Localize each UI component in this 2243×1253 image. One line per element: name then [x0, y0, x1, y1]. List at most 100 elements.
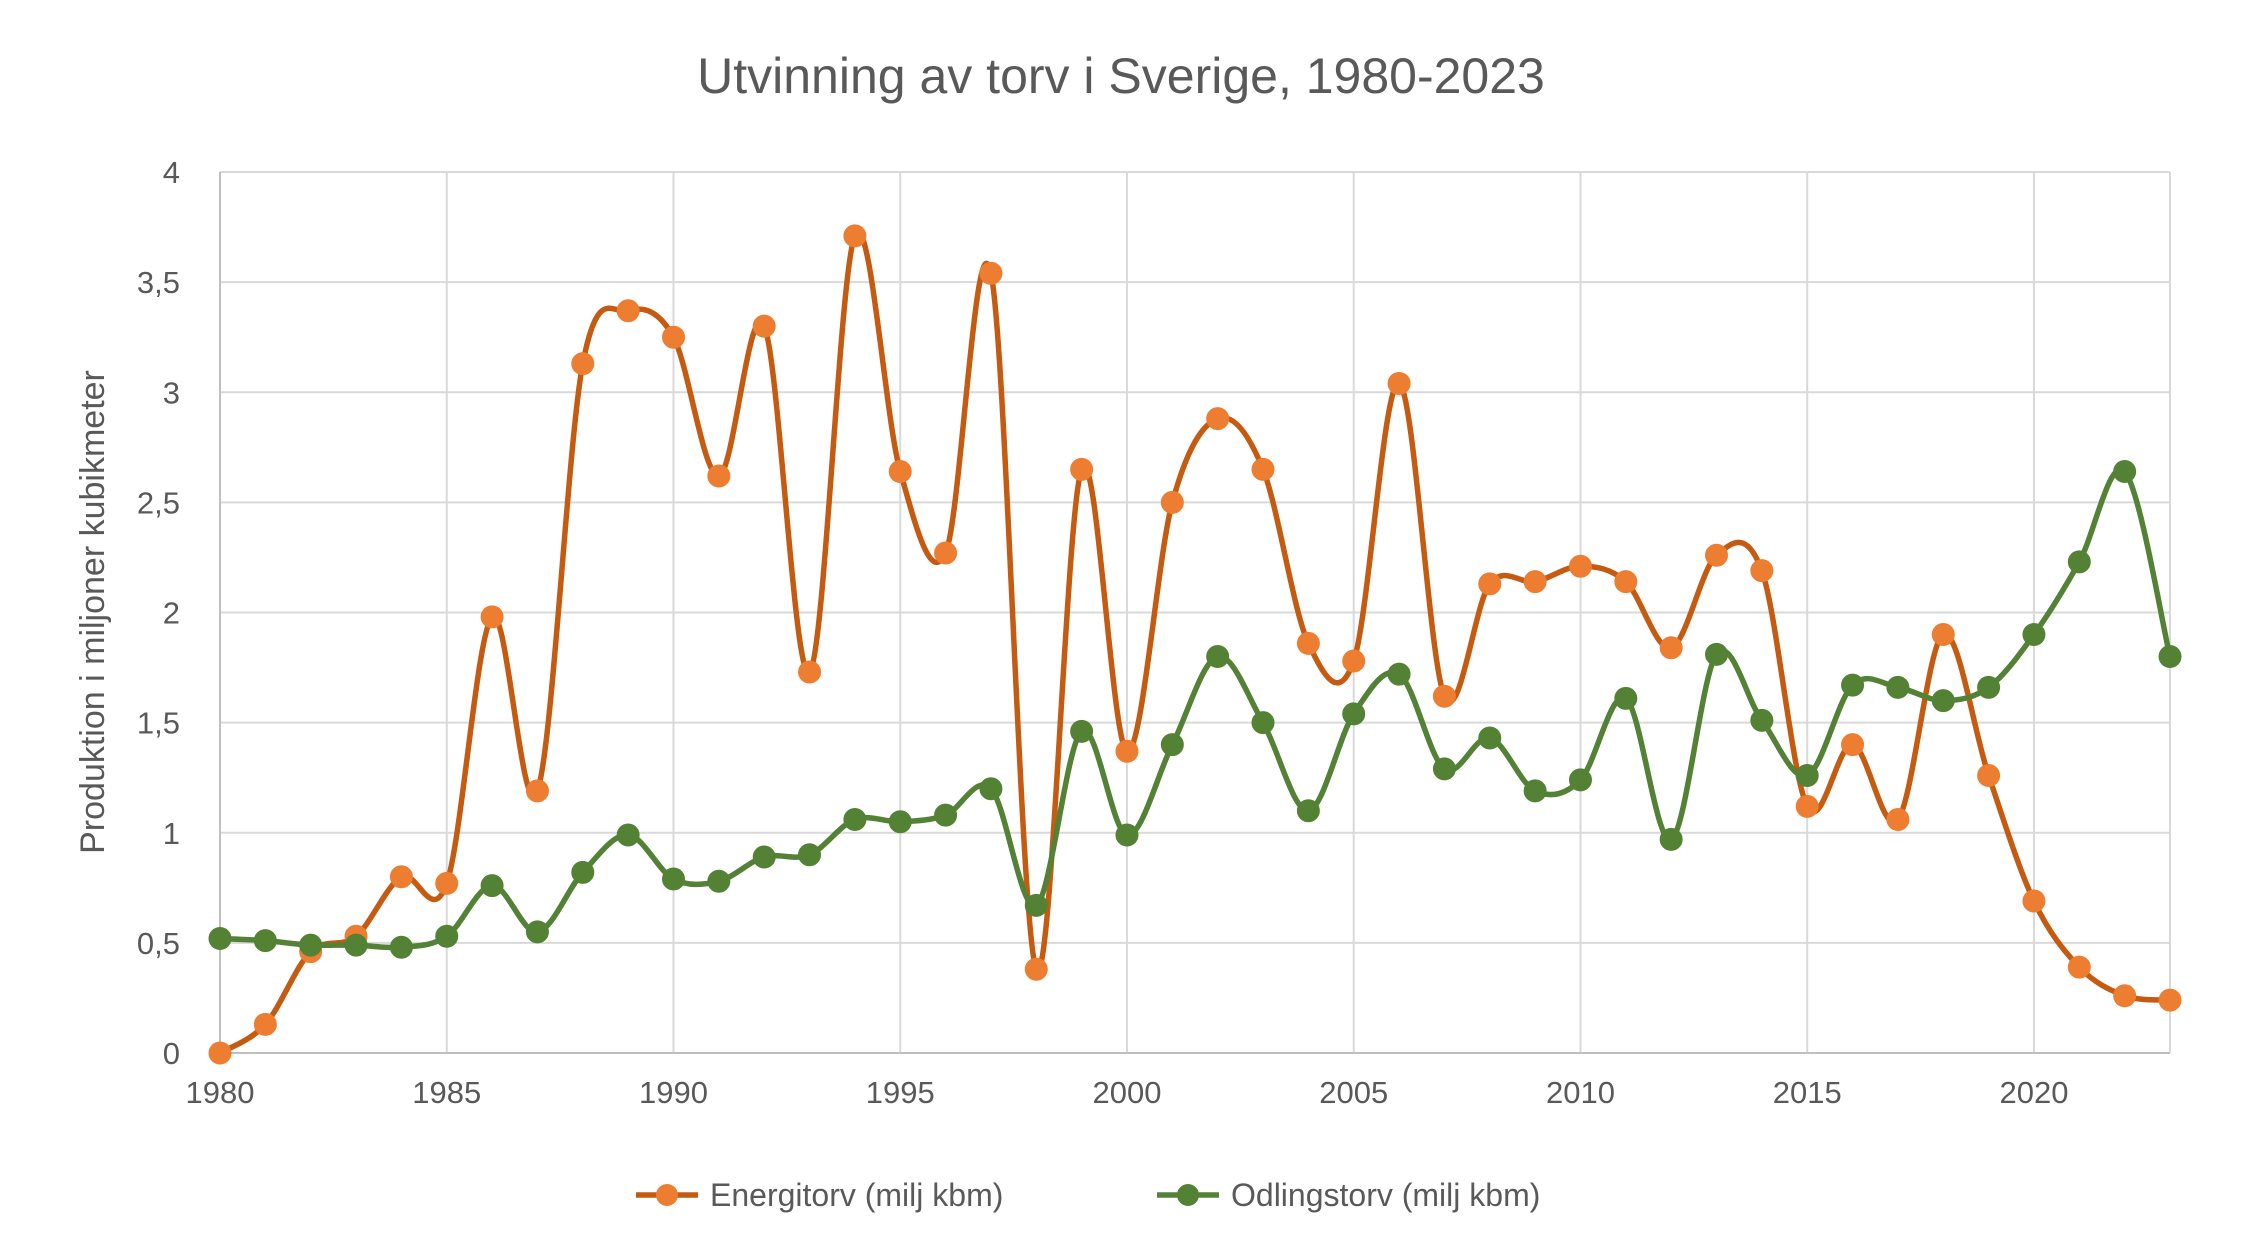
data-point: [1478, 726, 1502, 750]
data-point: [389, 865, 413, 889]
data-point: [616, 823, 640, 847]
data-point: [752, 314, 776, 338]
data-point: [979, 777, 1003, 801]
data-point: [435, 924, 459, 948]
data-point: [480, 874, 504, 898]
data-point: [1296, 799, 1320, 823]
data-point: [1115, 739, 1139, 763]
y-tick-label: 4: [163, 155, 180, 190]
data-point: [2022, 889, 2046, 913]
chart-title: Utvinning av torv i Sverige, 1980-2023: [697, 48, 1545, 104]
data-point: [1750, 559, 1774, 583]
x-tick-label: 1995: [866, 1075, 935, 1110]
data-point: [1977, 675, 2001, 699]
axes: 0 0,5 1 1,5 2 2,5 3 3,5 4 1980 1985 1990 1995 2000 200…: [137, 155, 2170, 1110]
data-point: [707, 464, 731, 488]
data-point: [888, 460, 912, 484]
gridlines: [220, 171, 2171, 1053]
series-odlingstorv: [208, 460, 2182, 959]
data-point: [1659, 827, 1683, 851]
data-point: [798, 843, 822, 867]
x-tick-label: 1990: [639, 1075, 708, 1110]
data-point: [1251, 711, 1275, 735]
data-point: [571, 860, 595, 884]
data-point: [1568, 768, 1592, 792]
y-tick-label: 1: [163, 816, 180, 851]
x-tick-label: 1985: [412, 1075, 481, 1110]
data-point: [435, 871, 459, 895]
data-point: [1795, 763, 1819, 787]
data-point: [1251, 457, 1275, 481]
y-tick-label: 0,5: [137, 926, 180, 961]
series-energitorv: [208, 224, 2182, 1065]
legend-marker: [656, 1184, 678, 1206]
data-point: [1070, 457, 1094, 481]
data-point: [389, 935, 413, 959]
legend-item-odlingstorv: Odlingstorv (milj kbm): [1157, 1177, 1540, 1213]
data-point: [707, 869, 731, 893]
data-point: [1659, 636, 1683, 660]
data-point: [1886, 675, 1910, 699]
x-tick-label: 2015: [1773, 1075, 1842, 1110]
x-tick-label: 2005: [1319, 1075, 1388, 1110]
data-point: [934, 541, 958, 565]
data-point: [2067, 550, 2091, 574]
data-point: [1024, 957, 1048, 981]
data-point: [1886, 808, 1910, 832]
data-point: [1160, 490, 1184, 514]
data-point: [1795, 794, 1819, 818]
y-tick-label: 2,5: [137, 485, 180, 520]
data-point: [1342, 702, 1366, 726]
data-point: [1478, 572, 1502, 596]
data-point: [888, 810, 912, 834]
data-point: [1931, 623, 1955, 647]
legend-marker: [1177, 1184, 1199, 1206]
data-point: [571, 352, 595, 376]
data-point: [661, 325, 685, 349]
data-point: [1705, 543, 1729, 567]
data-point: [616, 299, 640, 323]
y-tick-label: 2: [163, 596, 180, 631]
x-tick-label: 2020: [1999, 1075, 2068, 1110]
data-point: [208, 926, 232, 950]
data-point: [1342, 649, 1366, 673]
data-point: [1523, 779, 1547, 803]
data-point: [2113, 460, 2137, 484]
data-point: [1614, 570, 1638, 594]
data-point: [843, 808, 867, 832]
data-point: [2158, 988, 2182, 1012]
data-point: [1387, 662, 1411, 686]
legend-label: Odlingstorv (milj kbm): [1231, 1177, 1540, 1213]
data-point: [1705, 642, 1729, 666]
x-tick-label: 1980: [186, 1075, 255, 1110]
data-point: [979, 261, 1003, 285]
y-tick-label: 0: [163, 1036, 180, 1071]
data-point: [1115, 823, 1139, 847]
data-point: [344, 933, 368, 957]
data-point: [253, 929, 277, 953]
legend-item-energitorv: Energitorv (milj kbm): [636, 1177, 1003, 1213]
data-point: [1432, 684, 1456, 708]
data-point: [752, 845, 776, 869]
data-point: [1160, 733, 1184, 757]
data-point: [525, 920, 549, 944]
data-point: [1614, 686, 1638, 710]
data-point: [1931, 689, 1955, 713]
data-point: [2067, 955, 2091, 979]
data-point: [253, 1012, 277, 1036]
data-point: [1841, 733, 1865, 757]
data-point: [1070, 719, 1094, 743]
data-point: [1296, 631, 1320, 655]
y-tick-label: 3,5: [137, 265, 180, 300]
data-point: [1841, 673, 1865, 697]
data-point: [1387, 371, 1411, 395]
x-tick-label: 2000: [1092, 1075, 1161, 1110]
data-point: [1523, 570, 1547, 594]
data-point: [798, 660, 822, 684]
data-point: [2158, 645, 2182, 669]
data-point: [2113, 984, 2137, 1008]
data-point: [1206, 407, 1230, 431]
series-layer: [208, 224, 2182, 1065]
data-point: [525, 779, 549, 803]
